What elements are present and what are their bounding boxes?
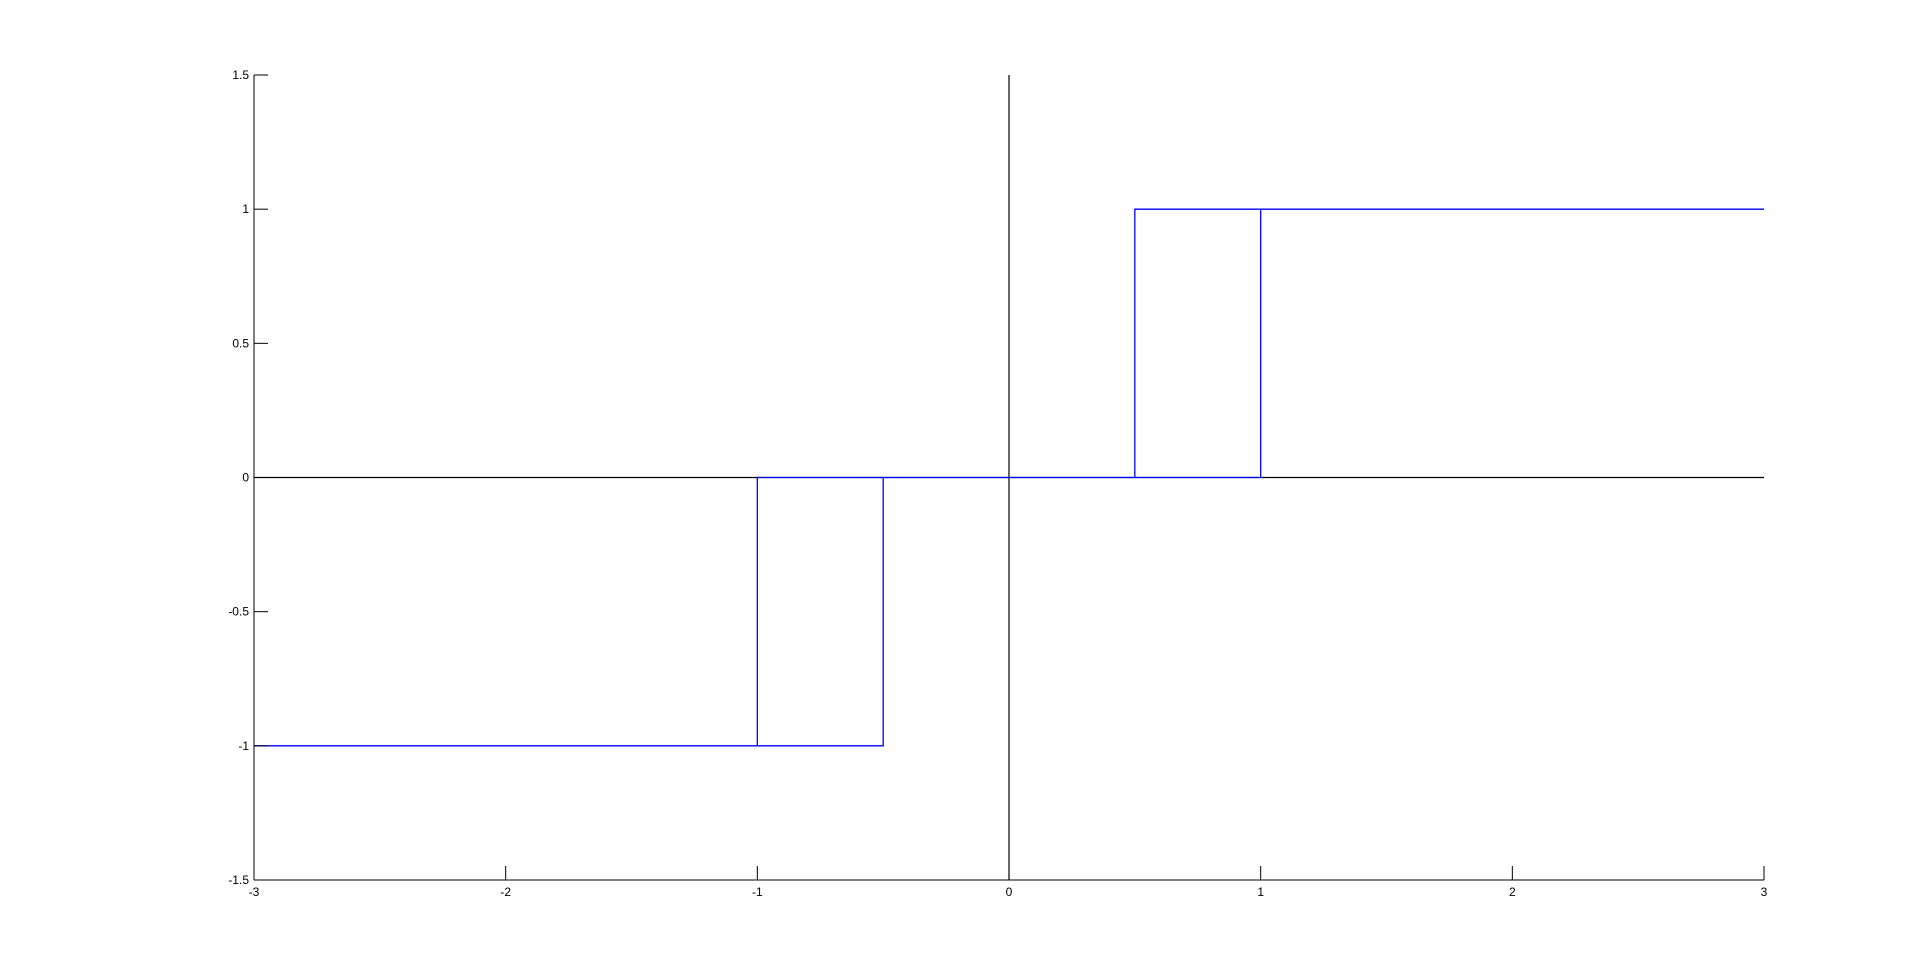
y-tick-label: -1 bbox=[238, 739, 249, 753]
y-tick-label: 1.5 bbox=[232, 68, 249, 82]
x-tick-label: -2 bbox=[500, 885, 511, 899]
x-tick-label: -1 bbox=[752, 885, 763, 899]
tick-marks bbox=[253, 74, 1765, 881]
x-tick-label: 1 bbox=[1257, 885, 1264, 899]
y-tick-label: -0.5 bbox=[228, 605, 249, 619]
y-tick-label: 1 bbox=[242, 202, 249, 216]
y-tick-label: 0.5 bbox=[232, 336, 249, 350]
y-tick-label: 0 bbox=[242, 471, 249, 485]
x-tick-label: 3 bbox=[1761, 885, 1768, 899]
x-tick-label: 0 bbox=[1006, 885, 1013, 899]
tick-labels: -3 -2 -1 0 1 2 3 -1.5 -1 -0.5 0 0.5 1 1.5 bbox=[228, 68, 1767, 899]
x-tick-label: -3 bbox=[249, 885, 260, 899]
data-series bbox=[254, 208, 1764, 747]
x-tick-label: 2 bbox=[1509, 885, 1516, 899]
series-line bbox=[254, 208, 1764, 747]
y-tick-label: -1.5 bbox=[228, 873, 249, 887]
